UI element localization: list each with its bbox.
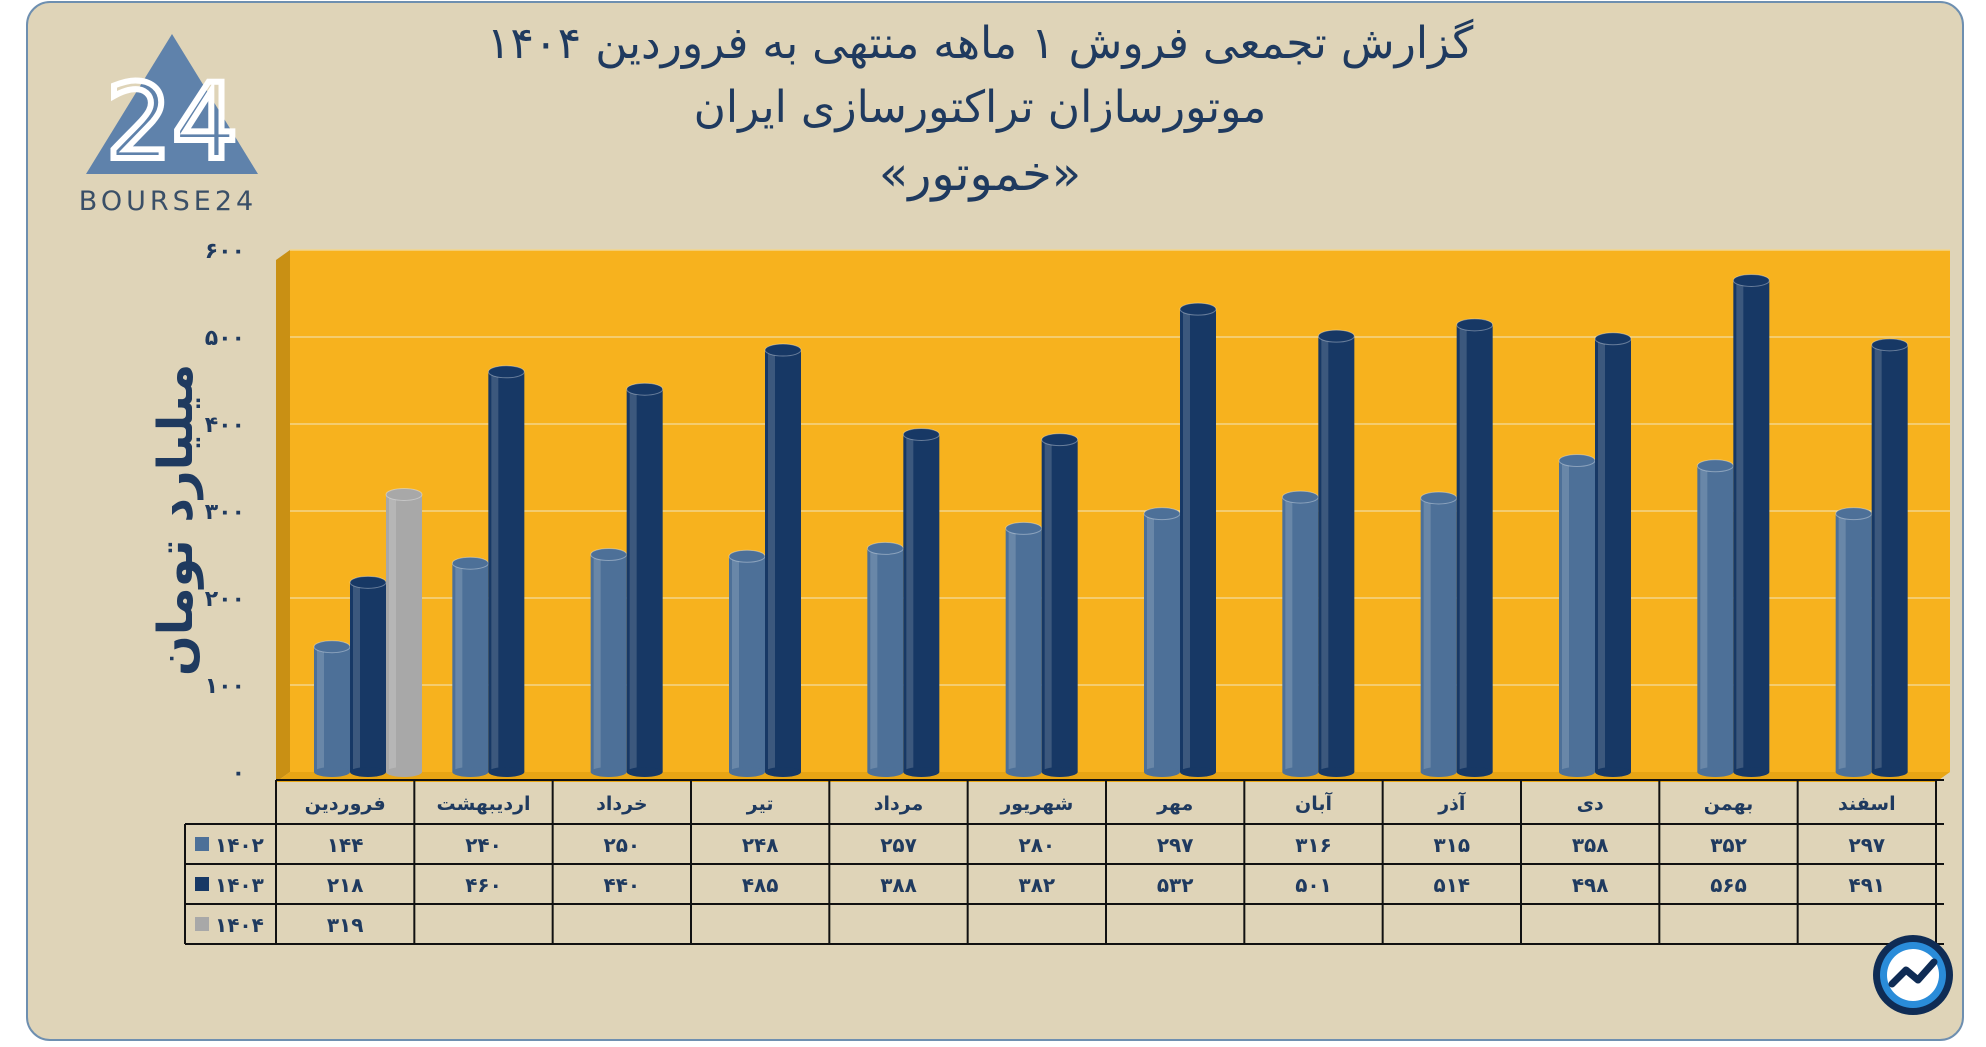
bar	[487, 365, 525, 777]
legend-swatch	[195, 877, 209, 891]
data-label: ۳۸۲	[1019, 873, 1056, 897]
data-label: ۳۸۸	[880, 873, 917, 897]
y-tick-label: ۱۰۰	[205, 674, 245, 699]
chart-subtitle: موتورسازان تراکتورسازی ایران	[693, 82, 1267, 133]
trend-chart-icon[interactable]	[1870, 932, 1956, 1018]
legend-swatch	[195, 917, 209, 931]
legend-label: ۱۴۰۳	[215, 873, 264, 897]
bar	[728, 549, 766, 777]
data-label: ۴۸۵	[742, 873, 779, 897]
bar	[626, 382, 664, 777]
data-label: ۳۱۹	[327, 913, 364, 937]
bar	[1696, 459, 1734, 777]
bar	[1281, 490, 1319, 777]
category-label: اسفند	[1838, 793, 1896, 815]
data-label: ۲۱۸	[327, 873, 364, 897]
data-label: ۵۳۲	[1157, 873, 1194, 897]
bar	[1041, 433, 1079, 777]
data-label: ۴۴۰	[604, 873, 641, 897]
chart-title: گزارش تجمعی فروش ۱ ماهه منتهی به فروردین…	[486, 18, 1474, 69]
data-label: ۴۶۰	[465, 873, 502, 897]
plot-side-wall	[276, 250, 290, 782]
y-tick-label: ۰	[232, 761, 245, 786]
bar	[1871, 338, 1909, 777]
data-label: ۴۹۱	[1849, 873, 1886, 897]
y-tick-label: ۳۰۰	[205, 500, 245, 525]
bar	[1317, 329, 1355, 777]
y-tick-label: ۴۰۰	[205, 413, 245, 438]
data-label: ۲۴۰	[465, 833, 502, 857]
data-label: ۳۱۶	[1295, 833, 1332, 857]
category-label: بهمن	[1704, 793, 1754, 815]
bar	[1005, 521, 1043, 777]
bar	[590, 548, 628, 777]
bar	[1179, 302, 1217, 777]
legend-swatch	[195, 837, 209, 851]
bar	[1835, 507, 1873, 777]
category-label: خرداد	[596, 793, 648, 815]
data-label: ۵۶۵	[1710, 873, 1747, 897]
bar	[349, 575, 387, 777]
y-tick-label: ۵۰۰	[205, 326, 245, 351]
data-label: ۵۱۴	[1434, 873, 1471, 897]
category-label: دی	[1577, 793, 1604, 815]
data-label: ۱۴۴	[327, 833, 364, 857]
data-label: ۲۴۸	[742, 833, 779, 857]
y-tick-label: ۶۰۰	[205, 239, 245, 264]
data-label: ۲۵۷	[880, 833, 917, 857]
data-label: ۴۹۸	[1572, 873, 1609, 897]
logo-mark: 24	[106, 61, 238, 183]
bar	[764, 343, 802, 777]
data-label: ۳۱۵	[1434, 833, 1471, 857]
bar	[866, 541, 904, 777]
bar	[385, 487, 423, 777]
data-label: ۳۵۸	[1572, 833, 1609, 857]
bar	[1732, 273, 1770, 777]
category-label: شهریور	[999, 793, 1073, 815]
bar	[1558, 454, 1596, 777]
legend-label: ۱۴۰۲	[215, 833, 264, 857]
bourse24-logo-icon: 24	[86, 34, 258, 186]
data-label: ۵۰۱	[1295, 873, 1332, 897]
ticker-symbol: «خموتور»	[878, 146, 1082, 202]
bar	[1456, 318, 1494, 777]
category-label: اردیبهشت	[436, 793, 530, 815]
category-label: مرداد	[874, 793, 924, 815]
category-label: مهر	[1156, 793, 1193, 815]
data-label: ۲۹۷	[1849, 833, 1886, 857]
bar	[1594, 332, 1632, 777]
category-label: آذر	[1437, 791, 1466, 815]
category-label: تیر	[746, 793, 774, 815]
bar	[1143, 507, 1181, 777]
data-label: ۳۵۲	[1710, 833, 1747, 857]
data-label: ۲۸۰	[1019, 833, 1056, 857]
bar	[451, 556, 489, 777]
legend-label: ۱۴۰۴	[215, 913, 264, 937]
logo-text: BOURSE24	[78, 186, 258, 217]
data-label: ۲۹۷	[1157, 833, 1194, 857]
y-tick-label: ۲۰۰	[205, 587, 245, 612]
category-label: آبان	[1295, 791, 1332, 815]
category-label: فروردین	[305, 793, 386, 815]
data-label: ۲۵۰	[604, 833, 641, 857]
bar	[902, 427, 940, 777]
bar	[313, 640, 351, 777]
bar	[1420, 491, 1458, 777]
